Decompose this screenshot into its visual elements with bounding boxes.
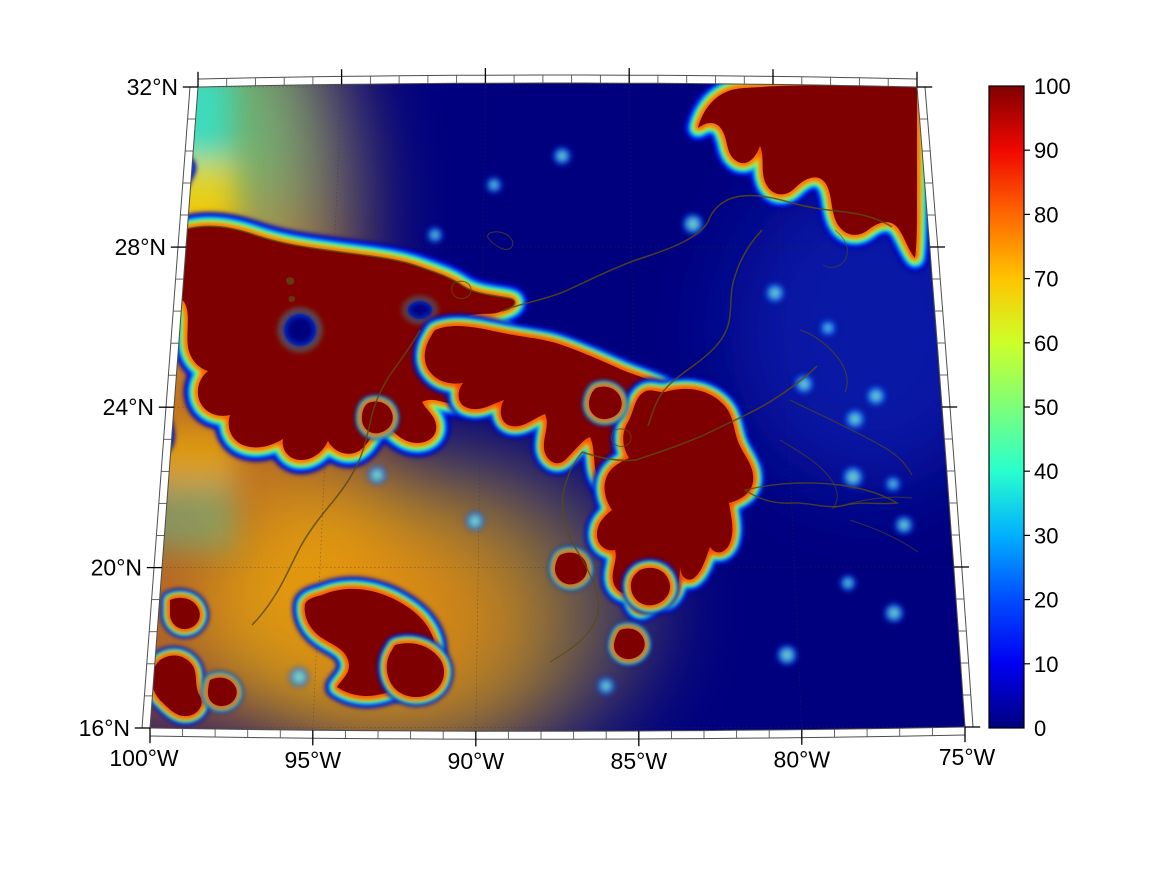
svg-text:50: 50 <box>1034 395 1058 420</box>
svg-text:90: 90 <box>1034 138 1058 163</box>
svg-text:0: 0 <box>1034 716 1046 741</box>
svg-text:85°W: 85°W <box>611 748 668 774</box>
svg-text:16°N: 16°N <box>79 715 130 741</box>
svg-text:20: 20 <box>1034 588 1058 613</box>
svg-text:75°W: 75°W <box>939 744 996 770</box>
svg-text:40: 40 <box>1034 459 1058 484</box>
svg-text:30: 30 <box>1034 523 1058 548</box>
svg-text:70: 70 <box>1034 267 1058 292</box>
svg-text:10: 10 <box>1034 652 1058 677</box>
svg-text:24°N: 24°N <box>103 394 154 420</box>
svg-text:95°W: 95°W <box>285 747 342 773</box>
svg-text:60: 60 <box>1034 331 1058 356</box>
svg-text:80°W: 80°W <box>774 747 831 773</box>
svg-text:32°N: 32°N <box>127 74 178 100</box>
svg-text:90°W: 90°W <box>448 748 505 774</box>
svg-text:80: 80 <box>1034 202 1058 227</box>
svg-text:100: 100 <box>1034 74 1071 99</box>
svg-text:20°N: 20°N <box>91 555 142 581</box>
svg-text:28°N: 28°N <box>115 234 166 260</box>
svg-text:100°W: 100°W <box>109 745 179 771</box>
